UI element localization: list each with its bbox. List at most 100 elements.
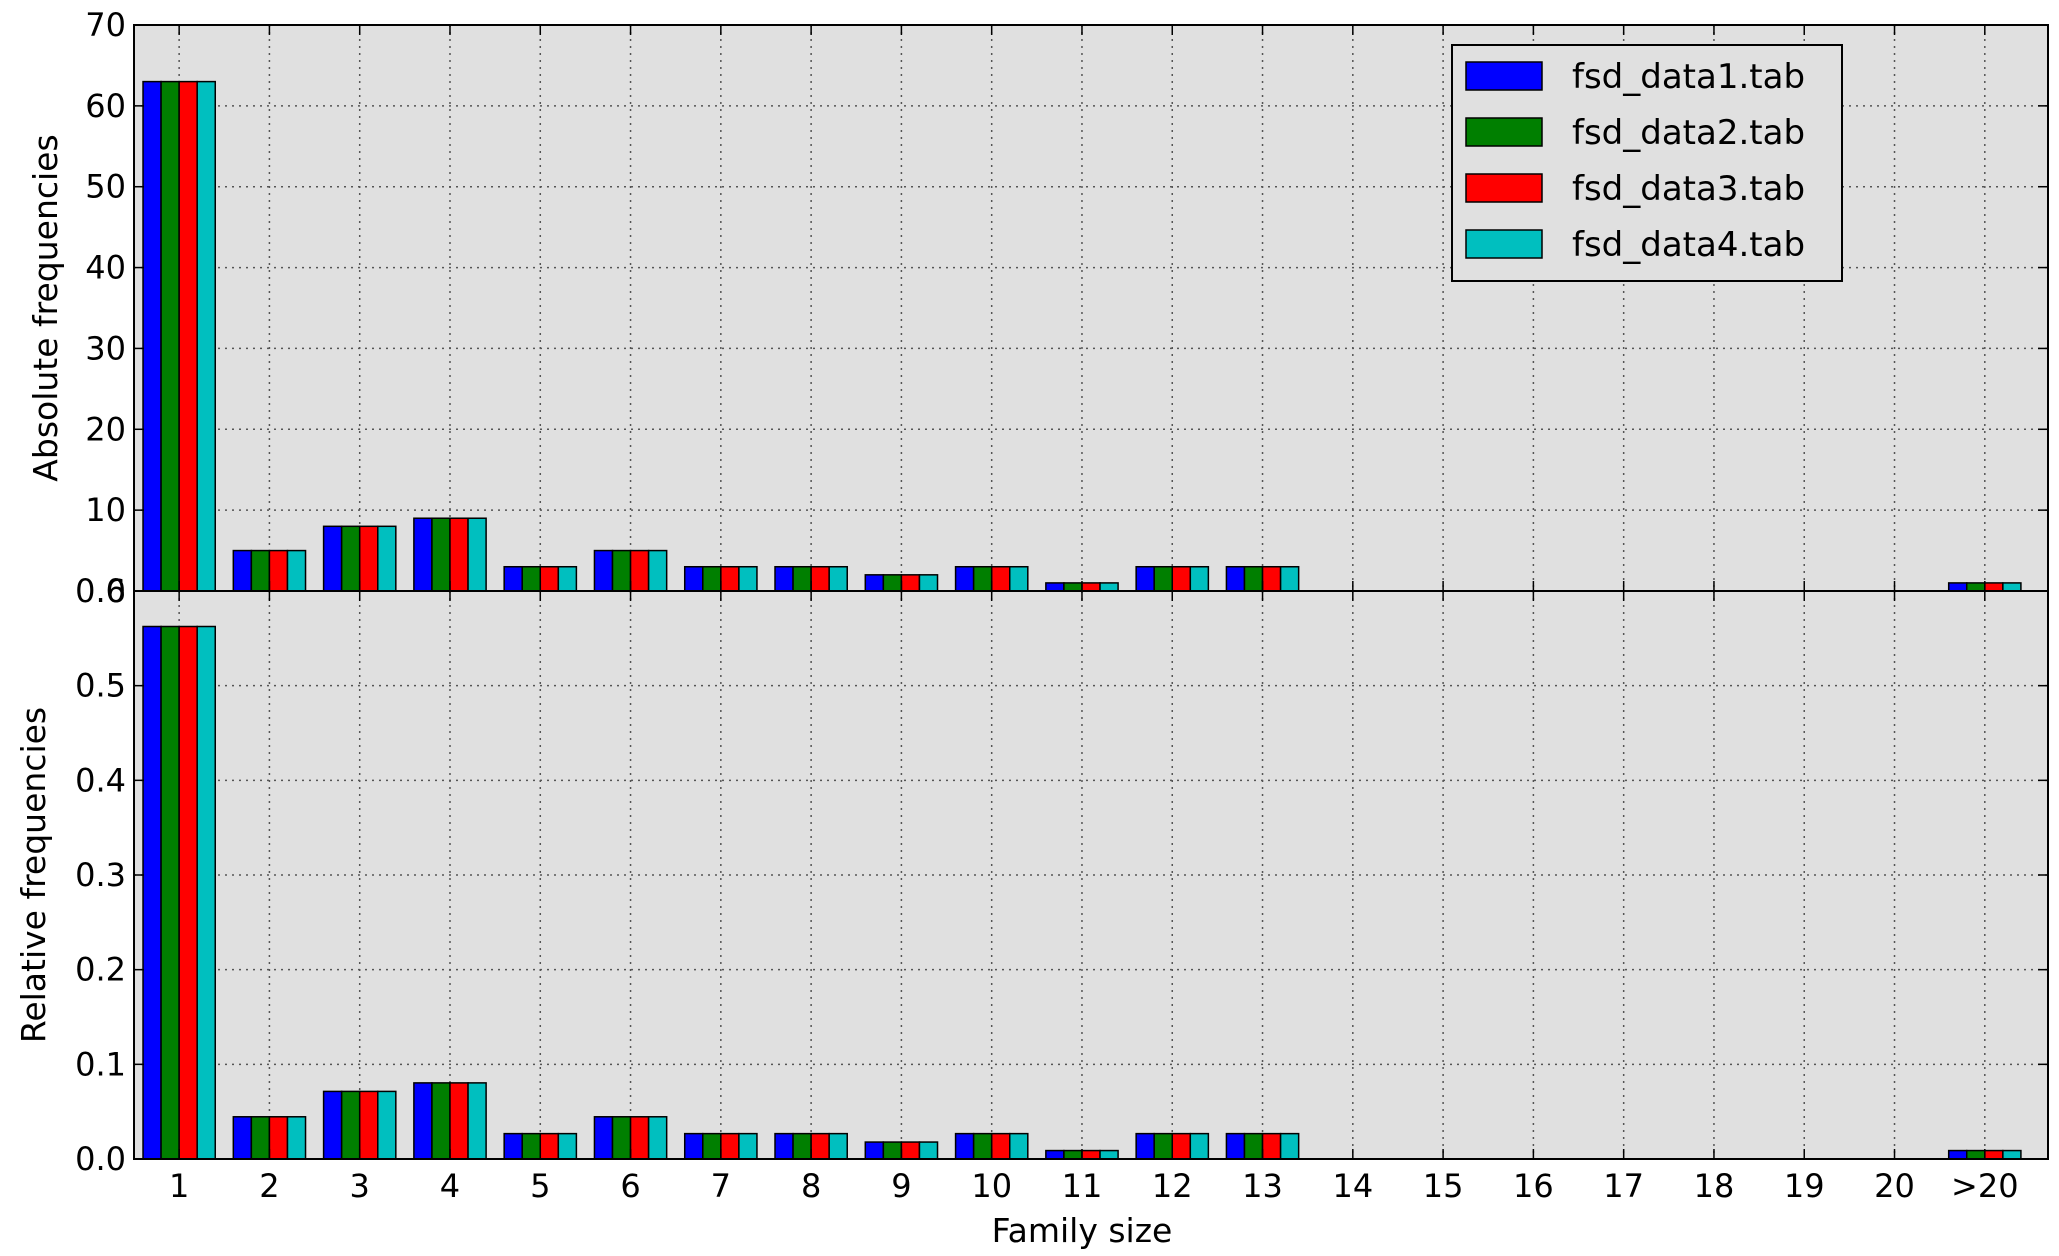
x-tick-label: 14 [1332, 1167, 1373, 1205]
legend-label-2: fsd_data2.tab [1572, 113, 1805, 153]
bar-1-series4-7 [738, 565, 758, 592]
x-tick-label: 16 [1513, 1167, 1554, 1205]
y-tick-label: 0.3 [75, 856, 126, 894]
bar-1-series2-8 [792, 565, 812, 592]
bar-2-series3->20 [1984, 1149, 2004, 1160]
bar-1-series4->20 [2002, 582, 2022, 592]
bar-1-series3-12 [1171, 565, 1192, 592]
legend-swatch-1 [1465, 61, 1543, 91]
bar-1-series2-10 [972, 565, 993, 592]
x-tick-label: 13 [1242, 1167, 1283, 1205]
x-tick-label: 8 [801, 1167, 821, 1205]
bar-2-series2-7 [702, 1132, 722, 1160]
x-tick-label: 1 [169, 1167, 189, 1205]
x-tick-label: 3 [350, 1167, 370, 1205]
bar-2-series2-4 [431, 1082, 451, 1160]
bar-2-series4-3 [377, 1090, 397, 1160]
bar-1-series2-9 [882, 574, 903, 592]
bar-1-series2-4 [431, 517, 451, 592]
bar-2-series3-7 [720, 1132, 740, 1160]
bar-2-series1-13 [1225, 1132, 1246, 1160]
bar-2-series4-10 [1008, 1132, 1029, 1160]
bar-2-series1-3 [322, 1090, 343, 1160]
bar-2-series2->20 [1965, 1149, 1986, 1160]
bar-1-series2->20 [1965, 582, 1986, 592]
y-tick-label: 0.5 [75, 667, 126, 705]
bar-1-series1-12 [1135, 565, 1155, 592]
bar-1-series3-8 [810, 565, 830, 592]
x-tick-label: 11 [1062, 1167, 1103, 1205]
bar-2-series2-9 [882, 1141, 903, 1160]
bar-1-series1-1 [142, 80, 162, 592]
bar-1-series1-13 [1225, 565, 1246, 592]
bar-2-series1->20 [1947, 1149, 1968, 1160]
bar-1-series3-11 [1081, 582, 1101, 592]
bar-2-series4-1 [196, 625, 217, 1160]
x-tick-label: 19 [1784, 1167, 1825, 1205]
bar-2-series3-13 [1261, 1132, 1282, 1160]
y-tick-label: 60 [85, 87, 126, 125]
bar-1-series3-3 [358, 525, 379, 592]
bar-1-series1-2 [232, 549, 253, 592]
bar-2-series1-10 [954, 1132, 975, 1160]
bar-2-series4-7 [738, 1132, 758, 1160]
y-tick-label: 0.6 [75, 572, 126, 610]
x-axis-label: Family size [992, 1211, 1173, 1250]
plot-frame-2 [133, 590, 2049, 1160]
bar-1-series2-1 [160, 80, 180, 592]
bar-1-series1-6 [593, 549, 614, 592]
bar-2-series1-8 [774, 1132, 794, 1160]
bar-2-series3-5 [539, 1132, 560, 1160]
bar-2-series3-9 [900, 1141, 921, 1160]
x-tick-label: 15 [1423, 1167, 1464, 1205]
bar-1-series1-10 [954, 565, 975, 592]
y-tick-label: 0 [106, 572, 126, 610]
x-tick-label: 4 [440, 1167, 460, 1205]
x-tick-label: 6 [620, 1167, 640, 1205]
bar-1-series4-2 [286, 549, 307, 592]
y-tick-label: 20 [85, 410, 126, 448]
bar-2-series3-4 [449, 1082, 469, 1160]
bar-2-series3-11 [1081, 1149, 1101, 1160]
bar-1-series1-8 [774, 565, 794, 592]
y-tick-label: 0.1 [75, 1045, 126, 1083]
bar-2-series1-7 [683, 1132, 704, 1160]
legend-swatch-4 [1465, 229, 1543, 259]
x-tick-label: 7 [711, 1167, 731, 1205]
bar-2-series2-2 [250, 1116, 271, 1160]
bar-1-series2-7 [702, 565, 722, 592]
x-tick-label: 20 [1874, 1167, 1915, 1205]
legend-label-3: fsd_data3.tab [1572, 169, 1805, 209]
y-axis-label-1: Absolute frequencies [26, 134, 65, 481]
bar-2-series4-11 [1099, 1149, 1119, 1160]
x-tick-label: 5 [530, 1167, 550, 1205]
legend-swatch-2 [1465, 117, 1543, 147]
bar-1-series2-5 [521, 565, 542, 592]
bar-2-series2-12 [1153, 1132, 1174, 1160]
bar-2-series3-8 [810, 1132, 830, 1160]
bar-2-series4-5 [557, 1132, 578, 1160]
bar-1-series4-10 [1008, 565, 1029, 592]
x-tick-label: 9 [891, 1167, 911, 1205]
legend-label-1: fsd_data1.tab [1572, 57, 1805, 97]
bar-2-series2-10 [972, 1132, 993, 1160]
bar-2-series1-11 [1045, 1149, 1065, 1160]
bar-1-series1-3 [322, 525, 343, 592]
y-tick-label: 0.2 [75, 951, 126, 989]
bar-1-series3-1 [178, 80, 198, 592]
bar-2-series4-8 [828, 1132, 848, 1160]
bar-1-series2-2 [250, 549, 271, 592]
bar-1-series3-2 [268, 549, 289, 592]
bar-2-series3-6 [629, 1116, 650, 1160]
bar-1-series1-4 [413, 517, 433, 592]
y-tick-label: 70 [85, 6, 126, 44]
bar-1-series3-4 [449, 517, 469, 592]
bar-1-series4-9 [918, 574, 939, 592]
bar-1-series2-3 [340, 525, 361, 592]
bar-2-series4-13 [1279, 1132, 1300, 1160]
bar-1-series3->20 [1984, 582, 2004, 592]
x-tick-label: 18 [1694, 1167, 1735, 1205]
x-tick-label: >20 [1951, 1167, 2019, 1205]
y-tick-label: 0.0 [75, 1140, 126, 1178]
